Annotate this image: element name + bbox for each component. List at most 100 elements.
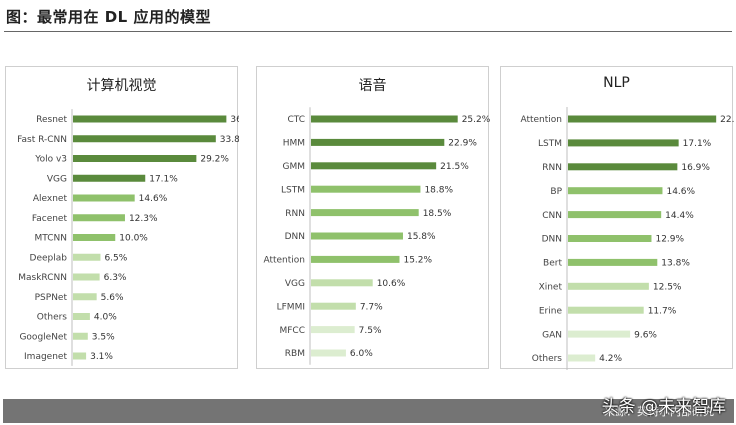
category-label: RNN <box>285 209 305 219</box>
value-label: 15.8% <box>407 232 436 242</box>
bar <box>568 235 652 242</box>
bar <box>73 194 135 202</box>
value-label: 7.7% <box>360 302 383 312</box>
bar <box>568 187 663 195</box>
value-label: 12.3% <box>129 214 158 224</box>
value-label: 18.8% <box>424 185 453 195</box>
category-label: Yolo v3 <box>34 155 67 165</box>
value-label: 29.2% <box>200 155 229 165</box>
watermark: 头条 @未来智库 <box>601 397 726 417</box>
category-label: Alexnet <box>33 194 68 204</box>
category-label: Others <box>532 354 563 364</box>
category-label: CNN <box>542 211 562 221</box>
value-label: 13.8% <box>661 259 690 269</box>
bar-chart-nlp: Attention 22.9% LSTM 17.1% RNN 16.9% BP 14.6% CN… <box>520 107 734 370</box>
bar-chart-computer-vision: Resnet 36.3% Fast R-CNN 33.8% Yolo v3 29.2% VG… <box>17 109 239 366</box>
bar <box>568 306 644 314</box>
page-title: 图：最常用在 DL 应用的模型 <box>6 8 211 26</box>
bar <box>311 302 356 310</box>
value-label: 22.9% <box>720 115 734 125</box>
category-label: Facenet <box>32 214 68 224</box>
value-label: 33.8% <box>220 135 239 145</box>
value-label: 15.2% <box>403 256 432 266</box>
value-label: 14.6% <box>139 194 168 204</box>
category-label: VGG <box>47 174 67 184</box>
value-label: 6.0% <box>350 349 373 359</box>
bar <box>73 293 97 301</box>
title-divider <box>4 31 732 32</box>
value-label: 4.0% <box>94 313 117 323</box>
bar <box>311 232 403 240</box>
bar <box>311 255 400 263</box>
bar <box>73 273 100 281</box>
category-label: Xinet <box>539 283 563 293</box>
category-label: CTC <box>287 115 305 125</box>
bar <box>73 115 227 123</box>
category-label: HMM <box>283 139 305 149</box>
bar <box>73 253 101 261</box>
bar <box>73 234 116 241</box>
value-label: 3.1% <box>90 352 113 362</box>
bar <box>568 115 717 123</box>
bar <box>73 332 88 340</box>
category-label: Attention <box>520 115 562 125</box>
category-label: LSTM <box>538 139 562 149</box>
value-label: 22.9% <box>448 139 477 149</box>
panel-title: NLP <box>603 75 630 91</box>
value-label: 36.3% <box>230 115 239 125</box>
category-label: DNN <box>542 235 562 245</box>
chart-panel-nlp: NLP Attention 22.9% LSTM 17.1% RNN 16.9% BP 14.… <box>500 66 734 370</box>
bar <box>568 139 679 147</box>
value-label: 3.5% <box>92 332 115 342</box>
value-label: 11.7% <box>648 306 677 316</box>
category-label: DNN <box>285 232 305 242</box>
value-label: 17.1% <box>683 139 712 149</box>
category-label: Fast R-CNN <box>17 135 67 145</box>
value-label: 10.0% <box>119 234 148 244</box>
bar <box>311 349 346 357</box>
category-label: LSTM <box>281 185 305 195</box>
value-label: 7.5% <box>359 326 382 336</box>
bar <box>311 138 445 146</box>
category-label: BP <box>550 187 562 197</box>
category-label: GAN <box>542 330 562 340</box>
bar <box>568 354 596 362</box>
value-label: 21.5% <box>440 162 469 172</box>
category-label: GoogleNet <box>19 332 67 342</box>
bar <box>311 326 355 334</box>
category-label: Bert <box>543 259 562 269</box>
bar <box>311 209 419 217</box>
footer-bar: 来源：英特尔内部研究 <box>3 399 734 423</box>
bar <box>568 330 631 338</box>
category-label: RBM <box>285 349 305 359</box>
value-label: 17.1% <box>149 174 178 184</box>
bar <box>311 279 373 287</box>
value-label: 14.4% <box>665 211 694 221</box>
bar <box>73 135 216 143</box>
category-label: LFMMI <box>277 302 305 312</box>
bar <box>568 211 662 219</box>
category-label: Imagenet <box>24 352 67 362</box>
bar <box>568 282 649 290</box>
category-label: VGG <box>285 279 305 289</box>
category-label: RNN <box>542 163 562 173</box>
value-label: 6.5% <box>104 253 127 263</box>
category-label: Resnet <box>36 115 67 125</box>
category-label: MFCC <box>279 326 305 336</box>
bar <box>568 163 678 171</box>
category-label: Others <box>37 313 68 323</box>
value-label: 9.6% <box>634 330 657 340</box>
value-label: 16.9% <box>681 163 710 173</box>
bar <box>311 162 437 170</box>
panel-title: 语音 <box>358 78 387 94</box>
chart-panel-speech: 语音 CTC 25.2% HMM 22.9% GMM 21.5% LSTM 18.8% RNN 1… <box>256 66 490 369</box>
bar <box>311 115 458 123</box>
category-label: GMM <box>282 162 305 172</box>
value-label: 18.5% <box>423 209 452 219</box>
value-label: 12.9% <box>655 235 684 245</box>
value-label: 6.3% <box>104 273 127 283</box>
bar <box>73 352 87 360</box>
value-label: 10.6% <box>377 279 406 289</box>
chart-panel-computer-vision: 计算机视觉 Resnet 36.3% Fast R-CNN 33.8% Yolo v3 2… <box>5 66 239 369</box>
value-label: 12.5% <box>653 283 682 293</box>
